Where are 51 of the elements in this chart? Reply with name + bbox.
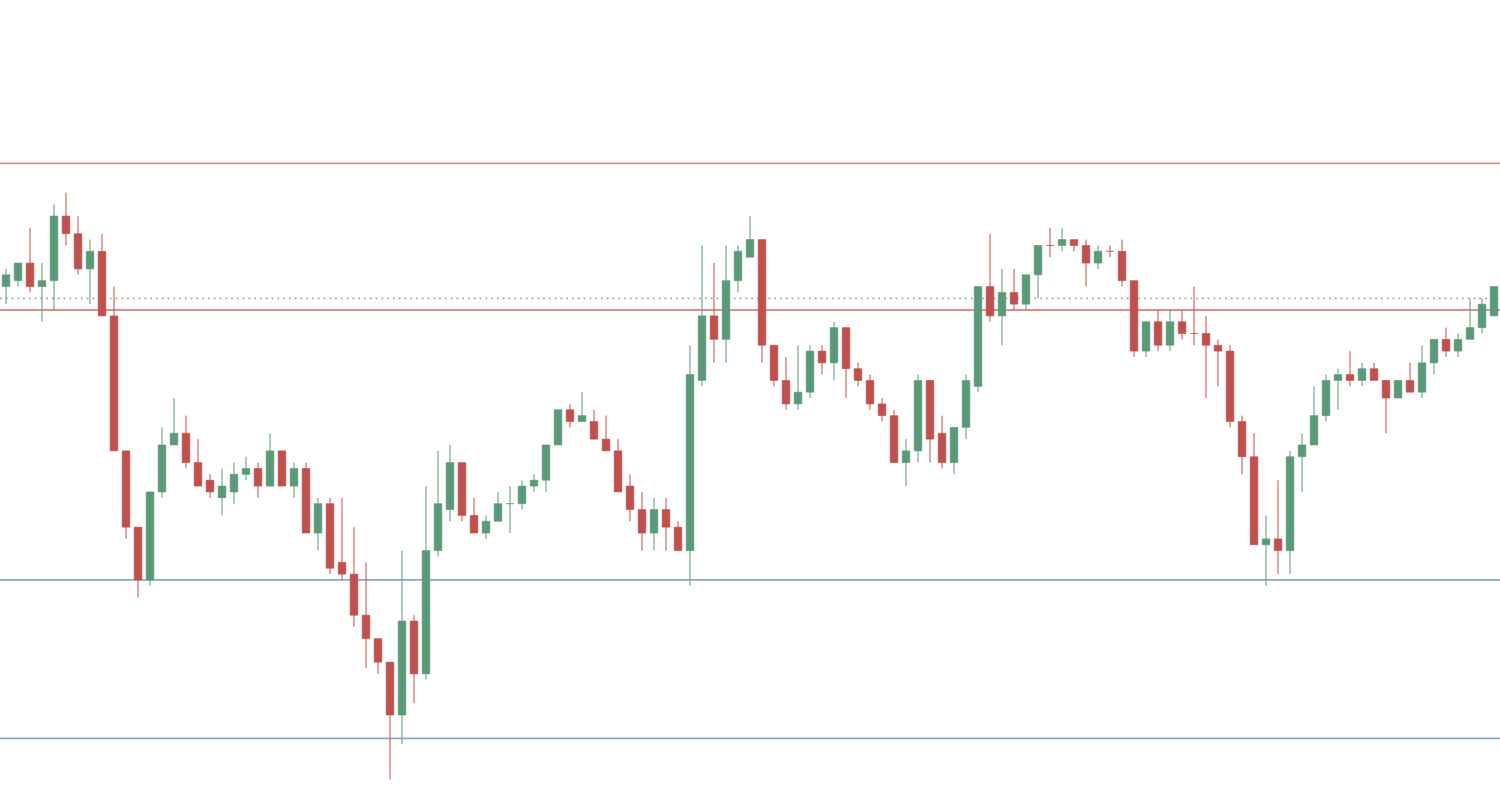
candlestick: [529, 473, 539, 493]
candlestick: [265, 432, 275, 487]
candlestick: [229, 462, 239, 505]
candlestick: [1261, 514, 1271, 587]
candlestick: [289, 462, 299, 499]
candlestick: [337, 497, 347, 581]
candlestick: [1153, 309, 1163, 352]
candlestick: [817, 344, 827, 376]
candlestick: [649, 497, 659, 552]
candlestick: [1093, 244, 1103, 270]
candlestick: [25, 227, 35, 293]
candlestick: [469, 497, 479, 534]
candlestick: [1009, 268, 1019, 311]
candlestick: [313, 497, 323, 552]
candlestick: [709, 262, 719, 364]
candlestick: [349, 526, 359, 628]
candlestick: [1345, 350, 1355, 387]
candlestick: [1441, 327, 1451, 358]
candlestick: [1405, 362, 1415, 393]
candlestick: [193, 438, 203, 487]
candlestick: [481, 514, 491, 540]
candlestick: [1357, 362, 1367, 387]
candlestick: [577, 391, 587, 423]
candlestick: [1273, 479, 1283, 575]
candlestick: [1141, 321, 1151, 358]
candlestick: [37, 262, 47, 323]
candlestick: [277, 450, 287, 487]
candlestick: [433, 450, 443, 557]
candlestick: [169, 397, 179, 446]
candlestick: [157, 426, 167, 499]
candlestick: [493, 491, 503, 522]
candlestick: [361, 561, 371, 669]
candlestick: [997, 268, 1007, 346]
candlestick: [445, 444, 455, 522]
candlestick: [217, 467, 227, 516]
candlestick: [253, 462, 263, 499]
candlestick: [205, 473, 215, 499]
candlestick: [1165, 309, 1175, 352]
candlestick: [85, 239, 95, 305]
candlestick: [985, 233, 995, 323]
candlestick: [181, 415, 191, 469]
candlestick: [241, 456, 251, 481]
candlestick: [517, 479, 527, 511]
candlestick: [61, 192, 71, 246]
candlestick: [73, 215, 83, 276]
candlestick: [373, 638, 383, 675]
candlestick: [1057, 227, 1067, 252]
candlestick: [565, 403, 575, 428]
candlestick: [829, 321, 839, 381]
candlestick: [13, 262, 23, 288]
candlestick: [1, 268, 11, 305]
